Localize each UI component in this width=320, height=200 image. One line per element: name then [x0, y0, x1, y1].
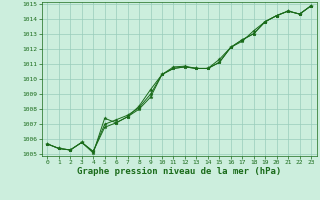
- X-axis label: Graphe pression niveau de la mer (hPa): Graphe pression niveau de la mer (hPa): [77, 167, 281, 176]
